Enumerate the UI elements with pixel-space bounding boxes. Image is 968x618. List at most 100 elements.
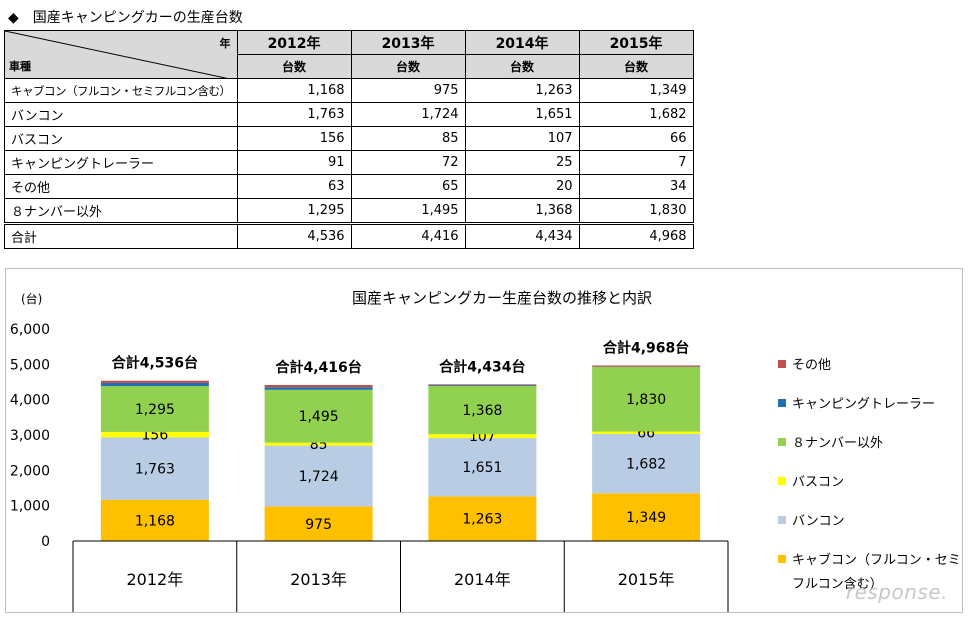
legend-swatch bbox=[778, 360, 786, 368]
legend-label: ８ナンバー以外 bbox=[792, 436, 883, 451]
data-label: 1,830 bbox=[626, 392, 666, 408]
total-label: 合計4,434台 bbox=[439, 358, 525, 375]
units-header: 台数 bbox=[464, 54, 580, 79]
table-row: ８ナンバー以外 1,295 1,495 1,368 1,830 bbox=[4, 198, 694, 224]
total-label: 合計4,968台 bbox=[603, 339, 689, 356]
cell-value: 7 bbox=[578, 150, 694, 175]
cell-value: 20 bbox=[464, 174, 580, 199]
total-label: 合計4,536台 bbox=[112, 355, 198, 372]
total-label: 合計4,416台 bbox=[275, 359, 361, 376]
bar-segment bbox=[100, 499, 209, 541]
cell-value: 4,536 bbox=[236, 222, 352, 249]
legend-label: キャブコン（フルコン・セミ bbox=[792, 552, 961, 568]
bar-segment bbox=[264, 442, 373, 446]
row-label: 合計 bbox=[4, 222, 238, 249]
bar-segment bbox=[264, 445, 373, 507]
cell-value: 4,434 bbox=[464, 222, 580, 249]
year-header: 2014年 bbox=[464, 30, 580, 55]
cell-value: 1,263 bbox=[464, 78, 580, 103]
corner-type-label: 車種 bbox=[9, 60, 31, 73]
data-label: 1,724 bbox=[299, 469, 339, 485]
total-row: 合計 4,536 4,416 4,434 4,968 bbox=[4, 222, 694, 249]
bar-segment bbox=[100, 437, 209, 500]
bar-segment bbox=[592, 433, 701, 494]
units-header: 台数 bbox=[350, 54, 466, 79]
data-label: 1,368 bbox=[462, 403, 502, 419]
data-label: 1,168 bbox=[135, 513, 175, 529]
y-tick-label: 2,000 bbox=[10, 463, 50, 479]
legend-swatch bbox=[778, 438, 786, 446]
cell-value: 1,168 bbox=[236, 78, 352, 103]
data-label: 1,349 bbox=[626, 510, 666, 526]
stacked-bar-chart: 国産キャンピングカー生産台数の推移と内訳 (台) 0 1,000 2,000 3,000 4… bbox=[10, 289, 961, 612]
bar-segment bbox=[592, 431, 701, 434]
cell-value: 156 bbox=[236, 126, 352, 151]
table-corner-cell: 年 車種 bbox=[4, 30, 238, 79]
cell-value: 1,830 bbox=[578, 198, 694, 224]
table-row: キャンピングトレーラー 91 72 25 7 bbox=[4, 150, 694, 175]
year-header: 2013年 bbox=[350, 30, 466, 55]
cell-value: 72 bbox=[350, 150, 466, 175]
cell-value: 1,651 bbox=[464, 102, 580, 127]
data-label: 1,263 bbox=[462, 512, 502, 528]
bar-segment bbox=[592, 366, 701, 432]
legend-swatch bbox=[778, 516, 786, 524]
chart-title: 国産キャンピングカー生産台数の推移と内訳 bbox=[352, 289, 652, 307]
chart-panel: 国産キャンピングカー生産台数の推移と内訳 (台) 0 1,000 2,000 3,000 4… bbox=[5, 268, 963, 613]
bar-segment bbox=[264, 387, 373, 390]
bar-segment bbox=[428, 385, 537, 435]
cell-value: 63 bbox=[236, 174, 352, 199]
legend-label: キャンピングトレーラー bbox=[792, 397, 935, 412]
cell-value: 1,368 bbox=[464, 198, 580, 224]
x-tick-label: 2013年 bbox=[290, 570, 347, 589]
units-header: 台数 bbox=[578, 54, 694, 79]
units-header: 台数 bbox=[236, 54, 352, 79]
table-row: キャブコン（フルコン・セミフルコン含む） 1,168 975 1,263 1,3… bbox=[4, 78, 694, 103]
bar-segment bbox=[264, 506, 373, 541]
year-header: 2015年 bbox=[578, 30, 694, 55]
bar-segment bbox=[428, 438, 537, 497]
cell-value: 1,682 bbox=[578, 102, 694, 127]
cell-value: 25 bbox=[464, 150, 580, 175]
cell-value: 34 bbox=[578, 174, 694, 199]
legend-label: フルコン含む） bbox=[792, 576, 883, 592]
legend-label: バスコン bbox=[792, 475, 844, 490]
legend-swatch bbox=[778, 477, 786, 485]
bar-segment bbox=[100, 431, 209, 438]
year-header: 2012年 bbox=[236, 30, 352, 55]
cell-value: 1,295 bbox=[236, 198, 352, 224]
y-tick-label: 4,000 bbox=[10, 393, 50, 409]
data-label: 1,495 bbox=[299, 409, 339, 425]
x-tick-label: 2012年 bbox=[127, 570, 184, 589]
bar-segment bbox=[592, 365, 701, 367]
table-row: バスコン 156 85 107 66 bbox=[4, 126, 694, 151]
y-tick-label: 1,000 bbox=[10, 499, 50, 515]
bar-segment bbox=[428, 384, 537, 386]
bar-segment bbox=[428, 385, 537, 386]
data-label: 1,763 bbox=[135, 462, 175, 478]
production-table: 年 車種 2012年 2013年 2014年 2015年 台数 台数 台数 台数… bbox=[4, 30, 694, 249]
row-label: バスコン bbox=[4, 126, 238, 151]
corner-diagonal bbox=[5, 31, 230, 79]
data-label: 1,651 bbox=[462, 460, 502, 476]
cell-value: 4,416 bbox=[350, 222, 466, 249]
y-tick-label: 6,000 bbox=[10, 322, 50, 338]
legend-label: バンコン bbox=[792, 514, 845, 529]
bar-segment bbox=[592, 493, 701, 541]
row-label: キャンピングトレーラー bbox=[4, 150, 238, 175]
data-label: 1,295 bbox=[135, 402, 175, 418]
cell-value: 1,724 bbox=[350, 102, 466, 127]
watermark-logo: response. bbox=[845, 580, 948, 604]
bar-segment bbox=[100, 380, 209, 383]
table-title: ◆ 国産キャンピングカーの生産台数 bbox=[8, 10, 243, 26]
row-label: ８ナンバー以外 bbox=[4, 198, 238, 224]
cell-value: 4,968 bbox=[578, 222, 694, 249]
cell-value: 1,763 bbox=[236, 102, 352, 127]
data-label: 1,682 bbox=[626, 457, 666, 473]
bar-segment bbox=[100, 382, 209, 387]
table-row: バンコン 1,763 1,724 1,651 1,682 bbox=[4, 102, 694, 127]
y-tick-label: 3,000 bbox=[10, 428, 50, 444]
data-label: 975 bbox=[305, 517, 332, 533]
bar-segment bbox=[428, 496, 537, 541]
cell-value: 975 bbox=[350, 78, 466, 103]
